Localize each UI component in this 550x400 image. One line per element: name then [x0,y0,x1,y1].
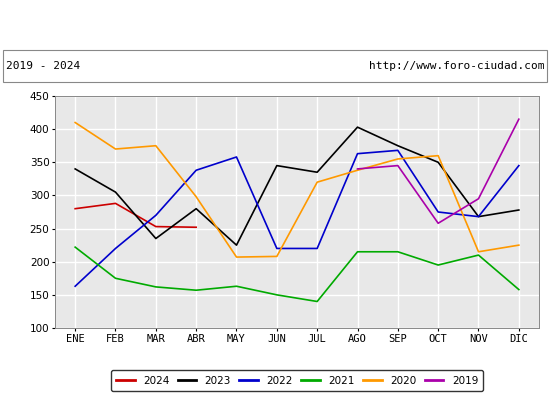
Text: 2019 - 2024: 2019 - 2024 [6,61,80,71]
Text: Evolucion Nº Turistas Extranjeros en el municipio de Ceutí: Evolucion Nº Turistas Extranjeros en el … [82,18,468,30]
FancyBboxPatch shape [3,50,547,82]
Text: http://www.foro-ciudad.com: http://www.foro-ciudad.com [369,61,544,71]
Legend: 2024, 2023, 2022, 2021, 2020, 2019: 2024, 2023, 2022, 2021, 2020, 2019 [111,370,483,391]
